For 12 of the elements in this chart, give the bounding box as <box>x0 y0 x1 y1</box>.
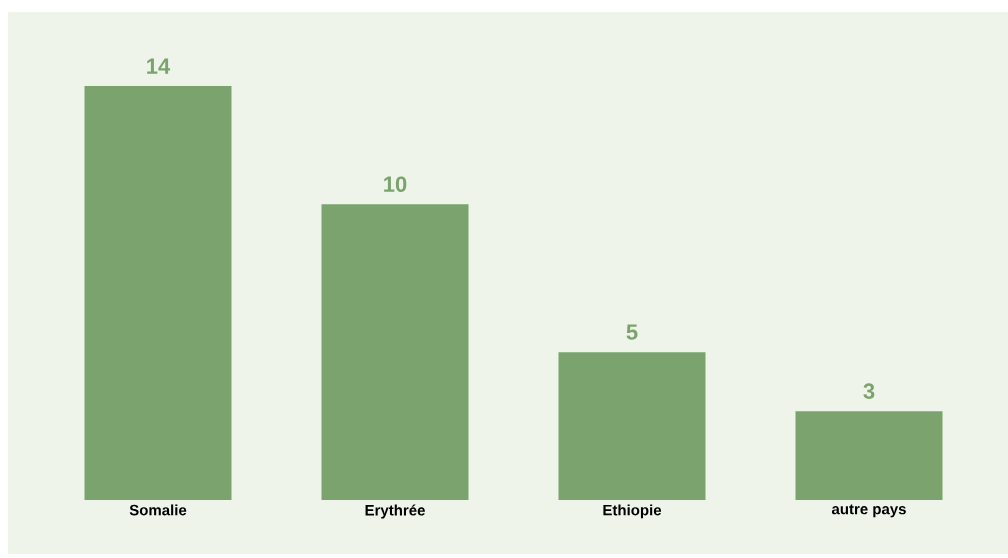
x-tick-label: Somalie <box>129 504 187 516</box>
x-tick-label: autre pays <box>831 504 906 518</box>
bar <box>84 86 232 500</box>
bar <box>795 411 943 500</box>
data-label: 5 <box>626 324 638 340</box>
data-label: 10 <box>384 176 407 192</box>
data-label: 14 <box>147 58 171 74</box>
bar <box>558 352 706 500</box>
x-tick-label: Ethiopie <box>603 504 662 519</box>
data-label: 3 <box>863 383 875 399</box>
x-tick-label: Erythrée <box>365 504 425 519</box>
bar <box>321 204 469 500</box>
